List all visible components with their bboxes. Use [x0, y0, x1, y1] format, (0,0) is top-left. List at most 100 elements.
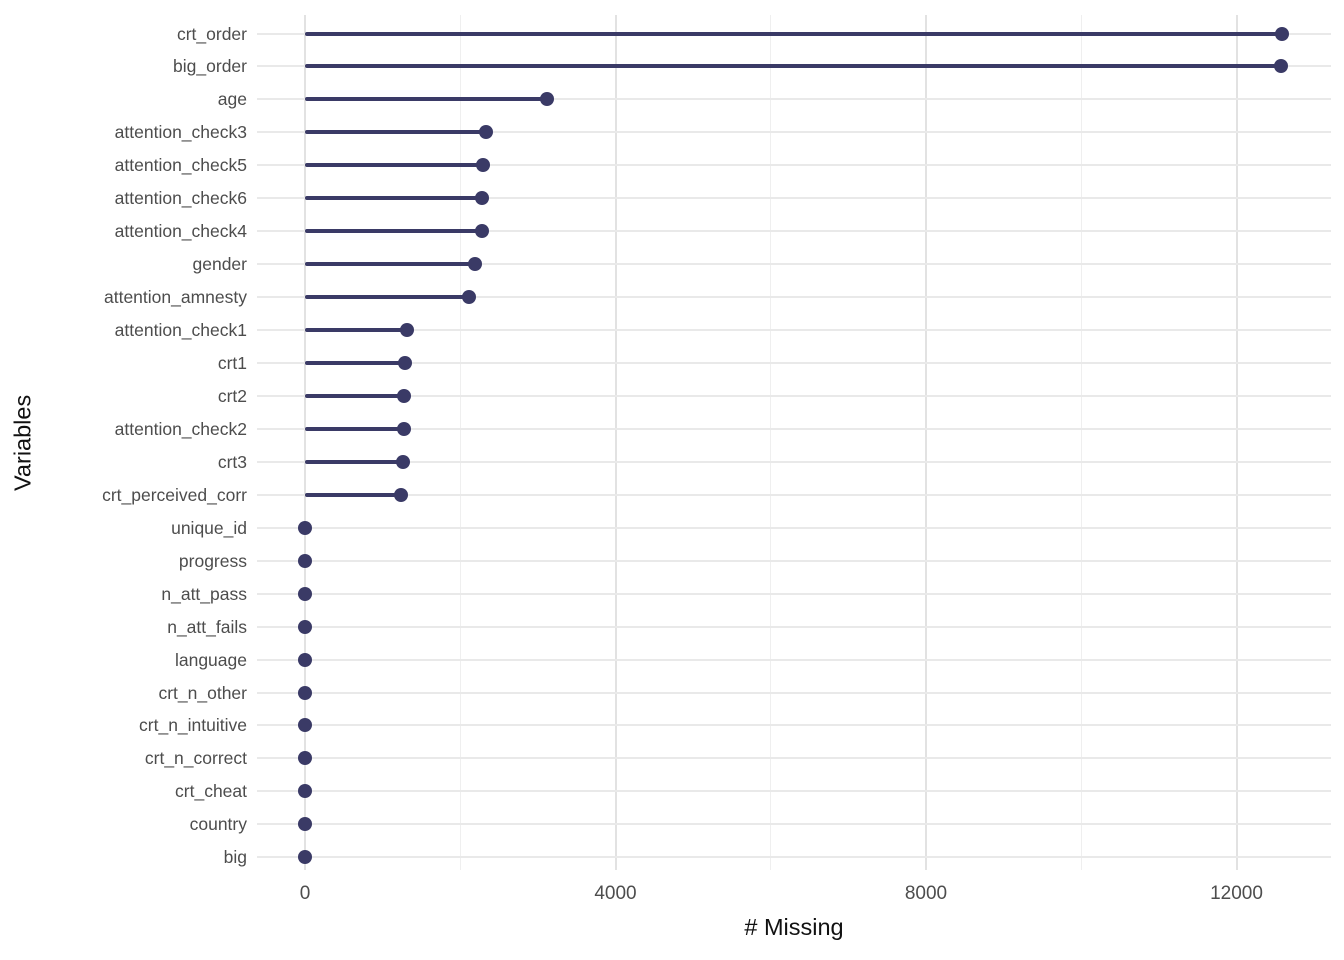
y-axis-label: n_att_pass — [161, 583, 247, 604]
row-gridline — [257, 526, 1331, 529]
y-axis-label: big — [223, 847, 247, 868]
lollipop-dot — [394, 487, 409, 502]
row-gridline — [257, 757, 1331, 760]
row-gridline — [257, 329, 1331, 332]
lollipop-dot — [540, 92, 555, 107]
row-gridline — [257, 394, 1331, 397]
y-axis-label: crt1 — [217, 353, 247, 373]
lollipop-dot — [398, 356, 413, 370]
row-gridline — [257, 98, 1331, 101]
lollipop-stem — [305, 393, 405, 398]
x-axis-tick-label: 8000 — [904, 883, 948, 904]
x-axis-title: # Missing — [744, 914, 844, 940]
lollipop-dot — [298, 817, 312, 832]
row-gridline — [257, 230, 1331, 233]
y-axis-label: n_att_fails — [167, 616, 247, 637]
lollipop-dot — [298, 553, 312, 568]
lollipop-dot — [298, 850, 312, 865]
y-axis-label: progress — [178, 550, 247, 571]
lollipop-dot — [298, 751, 312, 766]
lollipop-stem — [305, 492, 402, 497]
lollipop-stem — [305, 426, 404, 431]
lollipop-dot — [298, 652, 312, 667]
y-axis-label: crt3 — [217, 451, 247, 472]
y-axis-label: attention_amnesty — [103, 287, 247, 308]
gridline-major — [304, 15, 306, 870]
row-gridline — [257, 823, 1331, 826]
row-gridline — [257, 493, 1331, 496]
lollipop-dot — [1274, 26, 1289, 41]
y-axis-label: unique_id — [171, 517, 247, 538]
lollipop-stem — [305, 130, 486, 135]
lollipop-stem — [305, 328, 408, 333]
gridline-major — [1235, 15, 1238, 870]
lollipop-dot — [298, 619, 312, 634]
row-gridline — [257, 724, 1331, 727]
lollipop-stem — [305, 31, 1282, 36]
lollipop-stem — [305, 361, 406, 365]
y-axis-label: crt_n_other — [158, 682, 247, 703]
lollipop-stem — [305, 163, 484, 168]
y-axis-label: attention_check5 — [114, 155, 247, 176]
lollipop-stem — [305, 262, 475, 267]
lollipop-dot — [298, 784, 312, 799]
lollipop-dot — [396, 454, 411, 469]
lollipop-dot — [467, 257, 482, 272]
lollipop-dot — [298, 718, 312, 733]
lollipop-stem — [305, 196, 483, 201]
row-gridline — [257, 460, 1331, 463]
y-axis-label: age — [217, 89, 247, 110]
row-gridline — [257, 296, 1331, 299]
row-gridline — [257, 625, 1331, 628]
lollipop-dot — [475, 191, 490, 206]
lollipop-dot — [478, 125, 493, 140]
y-axis-label: gender — [192, 254, 248, 275]
lollipop-stem — [305, 97, 548, 102]
y-axis-label: crt2 — [217, 385, 247, 406]
lollipop-dot — [474, 224, 489, 239]
lollipop-stem — [305, 64, 1281, 69]
y-axis-label: language — [174, 649, 247, 670]
y-axis-label: attention_check6 — [114, 188, 247, 209]
row-gridline — [257, 592, 1331, 595]
lollipop-dot — [397, 388, 412, 403]
x-axis-tick-label: 4000 — [594, 883, 637, 904]
y-axis-label: big_order — [173, 56, 247, 77]
y-axis-label: attention_check3 — [114, 122, 247, 143]
row-gridline — [257, 263, 1331, 266]
gridline-major — [614, 15, 617, 870]
y-axis-label: crt_n_intuitive — [139, 715, 247, 736]
row-gridline — [257, 427, 1331, 430]
lollipop-stem — [305, 459, 404, 464]
lollipop-stem — [305, 295, 470, 300]
gridline-minor — [1080, 15, 1082, 870]
y-axis-label: country — [189, 814, 247, 835]
row-gridline — [257, 131, 1331, 134]
y-axis-label: crt_cheat — [175, 781, 247, 802]
row-gridline — [257, 658, 1331, 661]
lollipop-dot — [298, 520, 312, 535]
x-axis-tick-label: 0 — [299, 883, 311, 904]
x-axis-tick-label: 12000 — [1210, 883, 1263, 904]
gridline-major — [925, 15, 927, 870]
y-axis-label: crt_n_correct — [144, 748, 247, 769]
row-gridline — [257, 790, 1331, 793]
lollipop-dot — [298, 685, 312, 700]
lollipop-dot — [396, 421, 411, 436]
lollipop-dot — [1273, 59, 1288, 74]
y-axis-label: crt_order — [176, 23, 247, 44]
y-axis-label: attention_check2 — [114, 418, 247, 439]
gridline-minor — [459, 15, 461, 870]
row-gridline — [257, 559, 1331, 562]
plot-panel — [257, 15, 1331, 870]
y-axis-label: crt_perceived_corr — [102, 484, 247, 505]
y-axis-label: attention_check4 — [114, 221, 247, 242]
row-gridline — [257, 691, 1331, 694]
lollipop-dot — [298, 586, 312, 601]
lollipop-stem — [305, 229, 482, 234]
gridline-minor — [770, 15, 772, 870]
row-gridline — [257, 856, 1331, 859]
y-axis-label: attention_check1 — [114, 320, 247, 341]
lollipop-dot — [462, 290, 477, 305]
